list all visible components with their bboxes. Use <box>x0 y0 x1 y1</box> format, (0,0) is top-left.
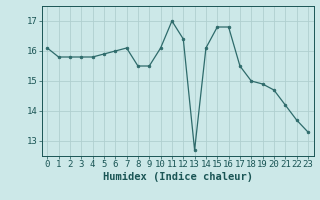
X-axis label: Humidex (Indice chaleur): Humidex (Indice chaleur) <box>103 172 252 182</box>
